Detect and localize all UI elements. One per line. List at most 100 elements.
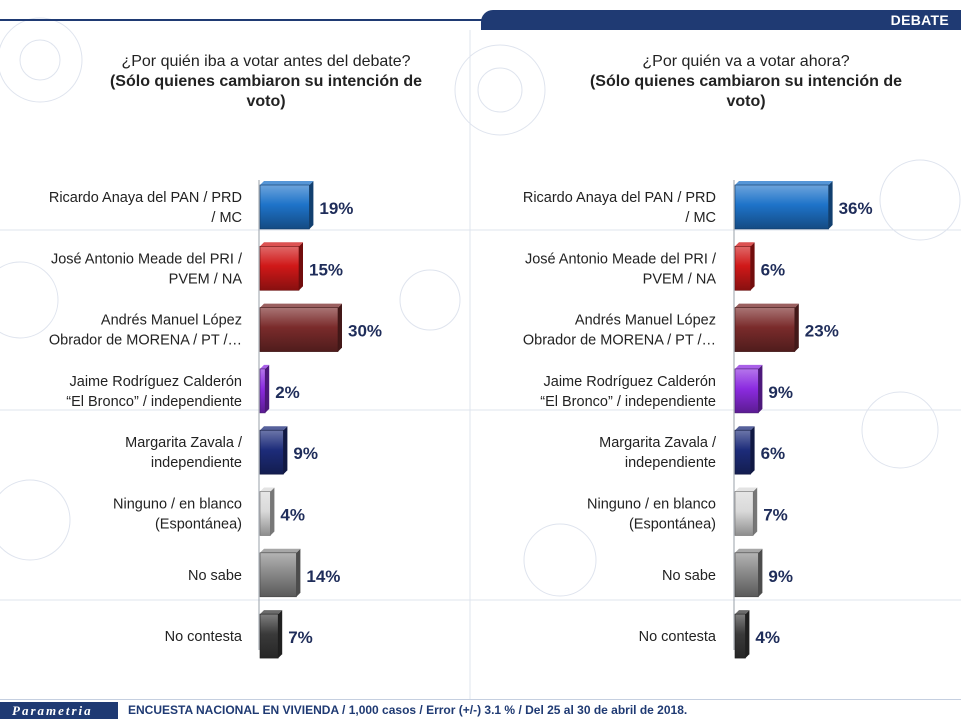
left-value-label-2: 15%	[309, 260, 343, 279]
right-bar-top-5	[735, 426, 755, 431]
right-bar-6	[734, 491, 754, 536]
left-bar-top-7	[260, 548, 301, 553]
right-category-label-1-line-2: / MC	[685, 210, 716, 226]
right-value-label-4: 9%	[768, 383, 793, 402]
right-bar-4	[734, 368, 759, 414]
right-value-label-7: 9%	[768, 567, 793, 586]
left-category-label-7: No sabe	[188, 568, 242, 584]
left-value-label-3: 30%	[348, 322, 382, 341]
left-value-label-7: 14%	[306, 567, 340, 586]
right-category-label-3-line-2: Obrador de MORENA / PT /…	[523, 333, 716, 349]
left-category-label-5: Margarita Zavala / independiente	[125, 435, 243, 471]
left-category-label-4-line-1: Jaime Rodríguez Calderón	[70, 374, 242, 390]
left-category-label-5-line-2: independiente	[151, 455, 242, 471]
right-bar-3	[734, 307, 796, 352]
left-category-label-5-line-1: Margarita Zavala /	[125, 435, 243, 451]
left-category-label-2-line-2: PVEM / NA	[169, 271, 243, 287]
right-bar-7	[734, 552, 759, 598]
footer: Parametria ENCUESTA NACIONAL EN VIVIENDA…	[0, 698, 961, 721]
left-category-label-2-line-1: José Antonio Meade del PRI /	[51, 251, 243, 267]
left-bar-4	[259, 368, 266, 414]
left-category-label-1-line-1: Ricardo Anaya del PAN / PRD	[49, 190, 242, 206]
left-category-label-1-line-2: / MC	[211, 210, 242, 226]
right-category-label-8-line-1: No contesta	[639, 629, 717, 645]
right-category-label-7-line-1: No sabe	[662, 568, 716, 584]
left-bar-depth-5	[283, 426, 288, 475]
left-chart: ¿Por quién iba a votar antes del debate?…	[49, 53, 422, 659]
right-category-label-1: Ricardo Anaya del PAN / PRD / MC	[523, 190, 716, 226]
left-category-label-6-line-1: Ninguno / en blanco	[113, 497, 242, 513]
left-bar-top-2	[260, 242, 303, 247]
right-value-label-8: 4%	[755, 628, 780, 647]
right-value-label-3: 23%	[805, 322, 839, 341]
right-value-label-6: 7%	[763, 506, 788, 525]
left-bar-depth-1	[309, 181, 314, 229]
left-bar-top-1	[260, 181, 314, 185]
left-bar-3	[259, 307, 339, 352]
left-category-label-4: Jaime Rodríguez Calderón “El Bronco” / in…	[66, 374, 242, 410]
left-category-label-8: No contesta	[165, 629, 243, 645]
right-category-label-4: Jaime Rodríguez Calderón “El Bronco” / in…	[540, 374, 716, 410]
right-bar-top-8	[735, 610, 750, 615]
right-bar-depth-2	[750, 242, 755, 291]
right-category-label-5-line-1: Margarita Zavala /	[599, 435, 717, 451]
left-bar-5	[259, 429, 284, 475]
header-tab: DEBATE	[481, 10, 961, 30]
right-bar-2	[734, 246, 751, 291]
left-category-label-4-line-2: “El Bronco” / independiente	[66, 394, 242, 410]
right-bar-depth-5	[750, 426, 755, 475]
right-bar-depth-4	[758, 364, 763, 413]
left-chart-title: ¿Por quién iba a votar antes del debate?	[121, 53, 410, 70]
right-bar-top-1	[735, 181, 833, 185]
left-category-label-1: Ricardo Anaya del PAN / PRD / MC	[49, 190, 242, 226]
left-value-label-4: 2%	[275, 383, 300, 402]
left-value-label-5: 9%	[293, 444, 318, 463]
left-bar-8	[259, 613, 279, 659]
right-bar-depth-1	[828, 181, 833, 229]
right-category-label-2: José Antonio Meade del PRI / PVEM / NA	[525, 251, 717, 287]
left-value-label-8: 7%	[288, 628, 313, 647]
left-bar-top-6	[260, 487, 275, 492]
right-bar-top-4	[735, 364, 763, 369]
right-category-label-2-line-1: José Antonio Meade del PRI /	[525, 251, 717, 267]
left-category-label-3-line-1: Andrés Manuel López	[101, 313, 242, 329]
left-bar-top-3	[260, 303, 342, 308]
left-chart-subtitle-line1: (Sólo quienes cambiaron su intención de	[110, 73, 422, 90]
left-bar-depth-8	[278, 610, 283, 659]
left-bar-top-8	[260, 610, 283, 615]
left-bar-depth-7	[296, 548, 301, 597]
right-chart: ¿Por quién va a votar ahora? (Sólo quiene…	[523, 53, 902, 659]
left-category-label-7-line-1: No sabe	[188, 568, 242, 584]
header-bar: DEBATE	[0, 10, 961, 30]
right-category-label-3-line-1: Andrés Manuel López	[575, 313, 716, 329]
left-bar-7	[259, 552, 297, 598]
right-value-label-1: 36%	[839, 199, 873, 218]
right-value-label-2: 6%	[761, 260, 786, 279]
header-tag: DEBATE	[890, 12, 949, 28]
left-bar-2	[259, 246, 300, 291]
right-category-label-5: Margarita Zavala / independiente	[599, 435, 717, 471]
left-bar-depth-4	[265, 364, 270, 413]
right-bar-top-6	[735, 487, 758, 492]
right-bar-8	[734, 613, 746, 659]
right-category-label-7: No sabe	[662, 568, 716, 584]
right-category-label-8: No contesta	[639, 629, 717, 645]
right-category-label-3: Andrés Manuel López Obrador de MORENA / P…	[523, 313, 716, 349]
right-chart-subtitle-line2: voto)	[726, 93, 765, 110]
parametria-logo: Parametria	[0, 702, 118, 719]
right-category-label-1-line-1: Ricardo Anaya del PAN / PRD	[523, 190, 716, 206]
left-category-label-3: Andrés Manuel López Obrador de MORENA / P…	[49, 313, 242, 349]
footer-rule	[0, 699, 961, 700]
left-bar-depth-2	[299, 242, 303, 291]
right-bar-5	[734, 429, 751, 475]
right-category-label-6-line-1: Ninguno / en blanco	[587, 497, 716, 513]
right-value-label-5: 6%	[761, 444, 786, 463]
right-bar-top-3	[735, 303, 799, 308]
header-rule	[0, 19, 960, 21]
left-category-label-3-line-2: Obrador de MORENA / PT /…	[49, 333, 242, 349]
left-category-label-2: José Antonio Meade del PRI / PVEM / NA	[51, 251, 243, 287]
right-category-label-6-line-2: (Espontánea)	[629, 517, 716, 533]
left-chart-subtitle-line2: voto)	[246, 93, 285, 110]
right-category-label-2-line-2: PVEM / NA	[643, 271, 717, 287]
